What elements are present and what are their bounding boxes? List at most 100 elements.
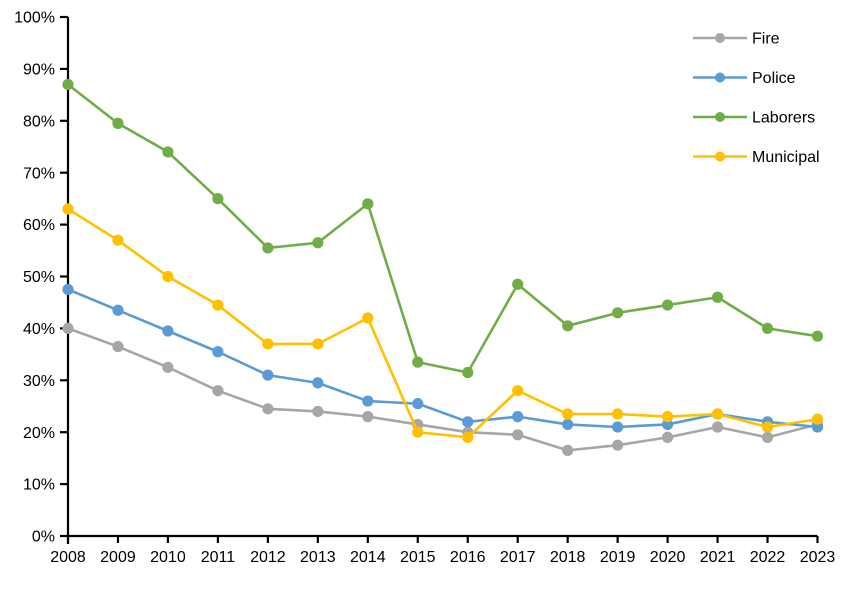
data-point-police xyxy=(162,325,174,337)
data-point-fire xyxy=(612,439,624,451)
data-point-laborers xyxy=(62,78,74,91)
data-point-police xyxy=(662,418,674,431)
data-point-municipal xyxy=(612,408,624,420)
data-point-laborers xyxy=(462,366,474,379)
y-tick-label: 0% xyxy=(32,529,55,546)
data-point-police xyxy=(612,421,624,433)
legend-label: Police xyxy=(752,70,796,87)
data-point-fire xyxy=(162,361,174,373)
x-tick-label: 2017 xyxy=(500,549,536,566)
x-tick-label: 2013 xyxy=(300,549,336,566)
y-tick-label: 30% xyxy=(23,373,55,390)
data-point-laborers xyxy=(362,198,374,210)
data-point-police xyxy=(62,283,74,296)
data-point-laborers xyxy=(112,117,124,129)
data-point-laborers xyxy=(562,320,574,332)
data-point-laborers xyxy=(262,242,274,254)
data-point-municipal xyxy=(562,408,574,420)
data-point-municipal xyxy=(811,413,824,425)
legend-label: Fire xyxy=(752,31,780,48)
data-point-municipal xyxy=(212,299,224,311)
legend-item-laborers: Laborers xyxy=(693,110,815,127)
x-tick-label: 2010 xyxy=(150,549,186,566)
data-point-fire xyxy=(362,411,374,423)
y-tick-label: 80% xyxy=(23,113,55,130)
legend-marker xyxy=(715,112,725,122)
data-point-police xyxy=(312,377,324,389)
data-point-police xyxy=(412,398,424,410)
legend-marker xyxy=(715,72,725,83)
data-point-fire xyxy=(112,340,124,353)
data-point-laborers xyxy=(162,146,174,158)
data-point-laborers xyxy=(512,278,524,290)
data-point-laborers xyxy=(212,193,224,205)
data-point-fire xyxy=(761,431,774,443)
data-point-fire xyxy=(212,385,224,397)
y-tick-label: 100% xyxy=(14,10,55,27)
series-line-laborers xyxy=(67,83,818,374)
legend-label: Laborers xyxy=(752,110,815,127)
x-tick-label: 2012 xyxy=(250,549,286,566)
data-point-municipal xyxy=(162,270,174,283)
data-point-police xyxy=(362,395,374,407)
data-point-police xyxy=(811,421,824,433)
data-point-police xyxy=(562,418,574,431)
x-tick-label: 2008 xyxy=(50,549,86,566)
x-tick-label: 2021 xyxy=(700,549,736,566)
x-tick-label: 2015 xyxy=(400,549,436,566)
data-point-fire xyxy=(262,403,274,415)
legend-item-municipal: Municipal xyxy=(693,149,820,166)
y-tick-label: 10% xyxy=(23,477,55,494)
data-point-laborers xyxy=(711,291,724,303)
data-point-fire xyxy=(711,421,724,433)
data-point-municipal xyxy=(262,338,274,350)
data-point-municipal xyxy=(112,234,124,246)
x-tick-label: 2019 xyxy=(600,549,636,566)
x-tick-label: 2009 xyxy=(100,549,136,566)
x-tick-label: 2022 xyxy=(750,549,786,566)
data-point-fire xyxy=(562,444,574,456)
data-point-municipal xyxy=(662,411,674,423)
legend-marker xyxy=(715,33,725,43)
data-point-municipal xyxy=(711,408,724,420)
data-point-laborers xyxy=(412,356,424,368)
x-tick-label: 2020 xyxy=(650,549,686,566)
x-tick-label: 2011 xyxy=(201,549,236,566)
data-point-police xyxy=(462,416,474,428)
y-tick-label: 40% xyxy=(23,321,55,338)
data-point-municipal xyxy=(62,203,74,215)
data-point-laborers xyxy=(612,307,624,319)
y-tick-label: 60% xyxy=(23,217,55,234)
data-point-police xyxy=(512,411,524,423)
data-point-laborers xyxy=(761,322,774,334)
x-tick-label: 2018 xyxy=(550,549,586,566)
data-point-laborers xyxy=(312,237,324,249)
data-point-fire xyxy=(662,431,674,443)
x-tick-label: 2023 xyxy=(800,549,836,566)
data-point-laborers xyxy=(662,299,674,311)
y-tick-label: 50% xyxy=(23,269,55,286)
data-point-fire xyxy=(62,322,74,334)
data-point-municipal xyxy=(761,421,774,433)
legend-item-fire: Fire xyxy=(693,31,780,48)
series-line-police xyxy=(67,288,818,429)
data-point-municipal xyxy=(512,385,524,397)
y-tick-label: 90% xyxy=(23,62,55,79)
data-point-fire xyxy=(312,405,324,418)
legend-item-police: Police xyxy=(693,70,796,87)
data-point-police xyxy=(212,346,224,358)
x-tick-label: 2014 xyxy=(350,549,386,566)
y-tick-label: 20% xyxy=(23,425,55,442)
series-line-municipal xyxy=(67,207,818,439)
data-point-fire xyxy=(512,429,524,441)
legend-label: Municipal xyxy=(752,149,820,166)
y-tick-label: 70% xyxy=(23,165,55,182)
data-point-municipal xyxy=(362,312,374,324)
data-point-police xyxy=(112,304,124,316)
x-tick-label: 2016 xyxy=(450,549,486,566)
data-point-municipal xyxy=(312,338,324,350)
data-point-laborers xyxy=(811,330,824,342)
series-line-fire xyxy=(67,327,818,452)
